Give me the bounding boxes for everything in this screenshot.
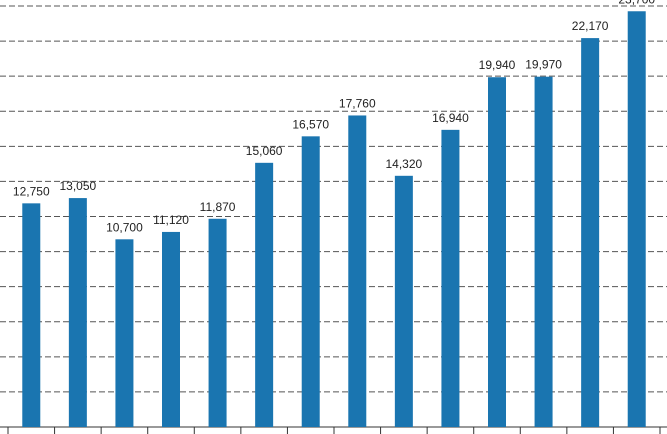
value-label: 10,700: [106, 220, 143, 234]
bar: [394, 175, 413, 427]
value-label: 16,570: [292, 117, 329, 131]
value-label: 22,170: [572, 19, 609, 33]
bar: [208, 218, 227, 427]
value-label: 23,700: [618, 0, 655, 6]
bar: [348, 115, 367, 428]
bar: [581, 38, 600, 427]
bar: [301, 136, 320, 427]
value-label: 17,760: [339, 96, 376, 110]
value-label: 19,940: [479, 58, 516, 72]
value-label: 11,120: [153, 213, 189, 227]
value-label: 15,060: [246, 144, 283, 158]
value-label: 12,750: [13, 184, 50, 198]
bar: [255, 162, 274, 427]
value-label: 19,970: [525, 58, 562, 72]
bar: [68, 198, 87, 427]
bar: [22, 203, 41, 427]
value-label: 11,870: [200, 200, 236, 214]
bar: [441, 129, 460, 427]
bar: [534, 76, 553, 427]
value-label: 14,320: [386, 157, 423, 171]
value-label: 16,940: [432, 111, 469, 125]
value-label: 13,050: [60, 179, 97, 193]
bar: [162, 231, 180, 427]
bar: [488, 77, 506, 427]
bar: [627, 11, 646, 427]
bar: [115, 239, 134, 427]
